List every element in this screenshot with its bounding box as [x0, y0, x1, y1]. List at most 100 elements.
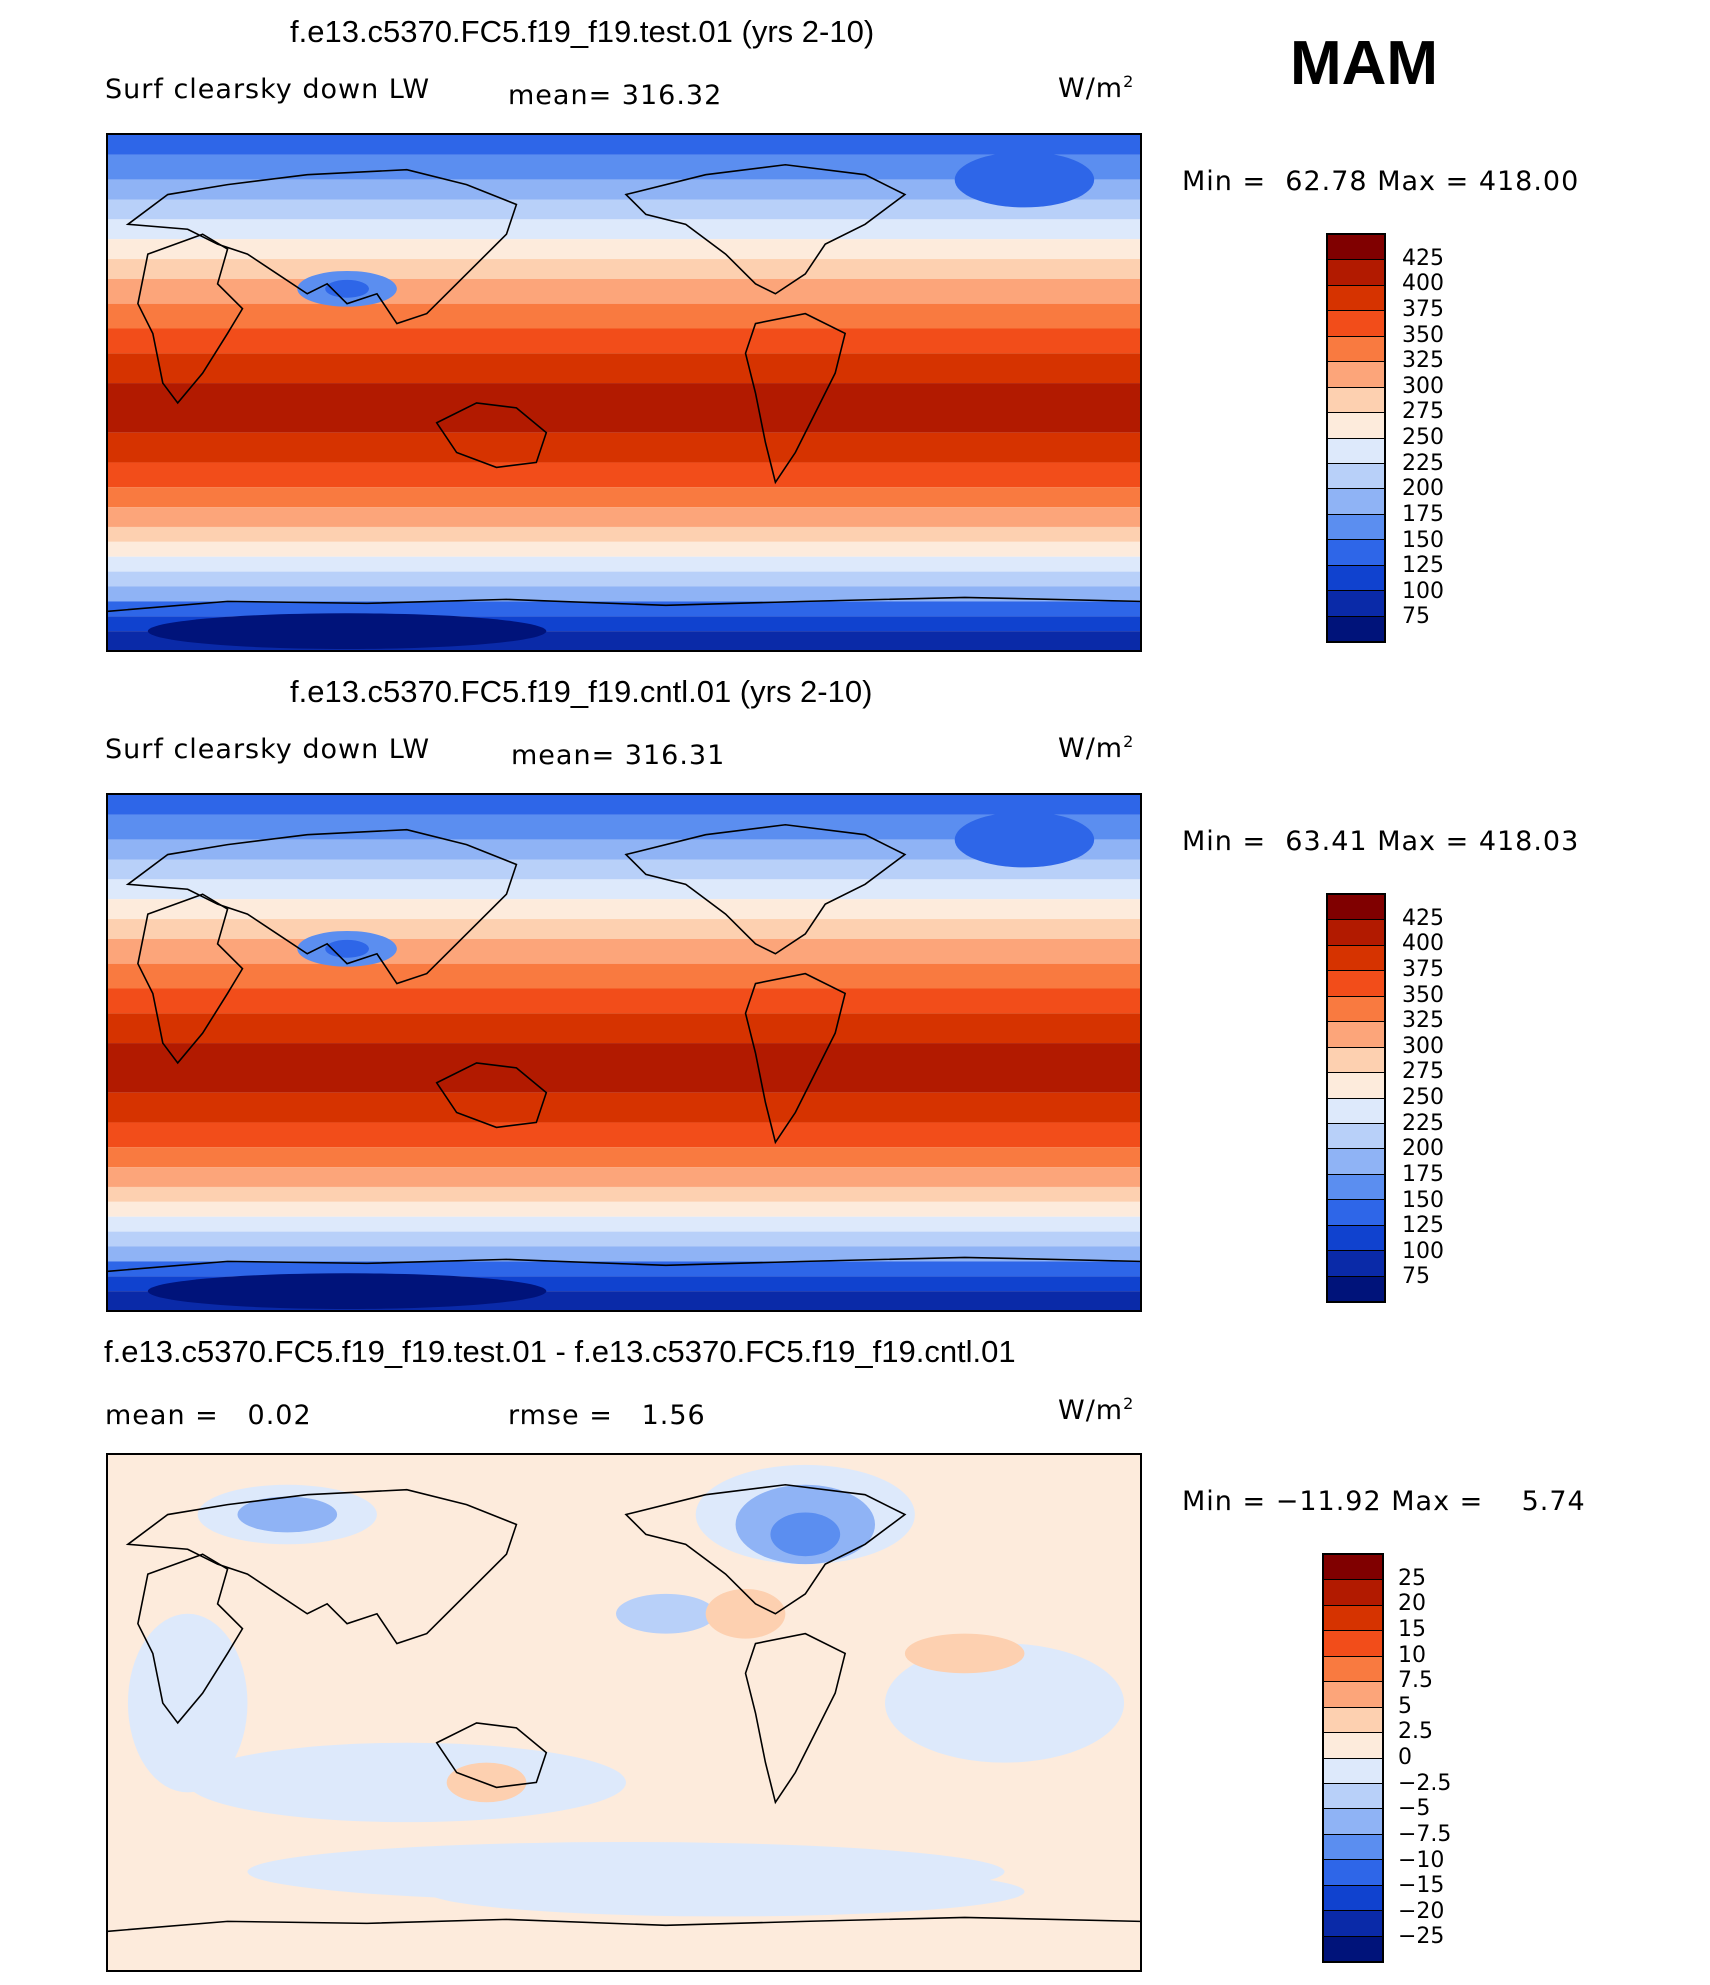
colorbar-tick-label: 20 — [1398, 1591, 1426, 1617]
panel3-min-max: Min = −11.92 Max = 5.74 — [1182, 1486, 1586, 1517]
colorbar-tick-label: 425 — [1402, 245, 1444, 271]
colorbar-tick-label: 125 — [1402, 553, 1444, 579]
colorbar-swatch — [1328, 285, 1384, 312]
colorbar-swatch — [1328, 260, 1384, 286]
colorbar-swatch — [1328, 1200, 1384, 1226]
panel3-units: W/m2 — [1058, 1394, 1135, 1426]
colorbar-swatch — [1324, 1885, 1382, 1912]
panel2-mean: mean= 316.31 — [511, 740, 726, 771]
colorbar-swatch — [1328, 438, 1384, 464]
colorbar-tick-label: 5 — [1398, 1693, 1412, 1719]
colorbar-tick-label: 225 — [1402, 1110, 1444, 1136]
colorbar-swatch — [1328, 591, 1384, 617]
colorbar-tick-label: 175 — [1402, 1161, 1444, 1187]
colorbar-tick-label: 225 — [1402, 450, 1444, 476]
panel1-units: W/m2 — [1058, 72, 1135, 104]
colorbar-swatch — [1324, 1911, 1382, 1937]
colorbar-tick-label: 200 — [1402, 476, 1444, 502]
colorbar-swatch — [1328, 362, 1384, 388]
colorbar-tick-label: 75 — [1402, 604, 1430, 630]
colorbar-tick-label: 350 — [1402, 982, 1444, 1008]
colorbar-tick-label: 150 — [1402, 1187, 1444, 1213]
colorbar-swatch — [1324, 1758, 1382, 1784]
colorbar-tick-label: −10 — [1398, 1847, 1445, 1873]
colorbar-swatch — [1324, 1707, 1382, 1734]
colorbar-swatch — [1328, 311, 1384, 337]
colorbar-swatch — [1324, 1682, 1382, 1708]
colorbar-swatch — [1324, 1809, 1382, 1835]
colorbar-swatch — [1328, 1251, 1384, 1277]
colorbar-tick-label: 125 — [1402, 1213, 1444, 1239]
colorbar-tick-label: 75 — [1402, 1264, 1430, 1290]
colorbar-swatch — [1328, 336, 1384, 363]
colorbar-swatch — [1328, 945, 1384, 972]
colorbar-swatch — [1324, 1656, 1382, 1683]
panel2-title: f.e13.c5370.FC5.f19_f19.cntl.01 (yrs 2-1… — [290, 674, 873, 709]
colorbar-swatch — [1328, 1174, 1384, 1201]
colorbar-tick-label: 100 — [1402, 578, 1444, 604]
panel2-field-label: Surf clearsky down LW — [105, 734, 431, 765]
colorbar-tick-label: 7.5 — [1398, 1668, 1433, 1694]
colorbar-tick-label: 150 — [1402, 527, 1444, 553]
panel3-title: f.e13.c5370.FC5.f19_f19.test.01 - f.e13.… — [104, 1334, 1016, 1369]
coastlines — [108, 823, 1140, 1273]
panel3-rmse: rmse = 1.56 — [508, 1400, 706, 1431]
colorbar-swatch — [1328, 996, 1384, 1023]
colorbar-swatch — [1328, 413, 1384, 439]
colorbar-tick-label: −2.5 — [1398, 1770, 1452, 1796]
panel2-colorbar-ticks: 425 400 375 350 325 300 275 250 225 200 175 150 125 1… — [1402, 893, 1482, 1303]
panel1-field-label: Surf clearsky down LW — [105, 74, 431, 105]
panel1-map — [106, 133, 1142, 652]
colorbar-swatch — [1328, 463, 1384, 490]
colorbar-tick-label: 0 — [1398, 1745, 1412, 1770]
colorbar-swatch — [1328, 565, 1384, 592]
colorbar-tick-label: 400 — [1402, 271, 1444, 297]
colorbar-swatch — [1328, 1276, 1384, 1301]
colorbar-tick-label: 2.5 — [1398, 1719, 1433, 1745]
panel3-colorbar — [1322, 1553, 1384, 1963]
colorbar-tick-label: 300 — [1402, 373, 1444, 399]
colorbar-swatch — [1324, 1580, 1382, 1606]
colorbar-swatch — [1328, 1123, 1384, 1150]
colorbar-tick-label: 400 — [1402, 931, 1444, 957]
colorbar-swatch — [1328, 616, 1384, 641]
colorbar-swatch — [1328, 235, 1384, 261]
colorbar-tick-label: 250 — [1402, 1085, 1444, 1110]
colorbar-tick-label: 375 — [1402, 956, 1444, 982]
colorbar-tick-label: 10 — [1398, 1642, 1426, 1668]
colorbar-tick-label: 425 — [1402, 905, 1444, 931]
colorbar-swatch — [1328, 1225, 1384, 1252]
colorbar-tick-label: 25 — [1398, 1565, 1426, 1591]
colorbar-tick-label: 15 — [1398, 1616, 1426, 1642]
colorbar-swatch — [1328, 387, 1384, 414]
colorbar-swatch — [1328, 920, 1384, 946]
panel1-colorbar — [1326, 233, 1386, 643]
colorbar-swatch — [1328, 971, 1384, 997]
colorbar-tick-label: 275 — [1402, 399, 1444, 425]
colorbar-swatch — [1328, 1149, 1384, 1175]
colorbar-tick-label: 375 — [1402, 296, 1444, 322]
panel2-map — [106, 793, 1142, 1312]
colorbar-tick-label: 200 — [1402, 1136, 1444, 1162]
colorbar-swatch — [1328, 1047, 1384, 1074]
panel3-colorbar-ticks: 25 20 15 10 7.5 5 2.5 0 −2.5 −5 −7.5 −10 −15 −20 −25 — [1398, 1553, 1478, 1963]
colorbar-swatch — [1324, 1631, 1382, 1657]
colorbar-tick-label: 100 — [1402, 1238, 1444, 1264]
colorbar-tick-label: 175 — [1402, 501, 1444, 527]
colorbar-tick-label: −15 — [1398, 1873, 1445, 1899]
panel2-colorbar — [1326, 893, 1386, 1303]
colorbar-tick-label: 275 — [1402, 1059, 1444, 1085]
coastlines — [108, 1483, 1140, 1933]
panel1-mean: mean= 316.32 — [508, 80, 723, 111]
colorbar-swatch — [1324, 1605, 1382, 1632]
colorbar-swatch — [1328, 1022, 1384, 1048]
panel1-colorbar-ticks: 425 400 375 350 325 300 275 250 225 200 175 150 125 1… — [1402, 233, 1482, 643]
colorbar-tick-label: −20 — [1398, 1898, 1445, 1924]
colorbar-swatch — [1328, 514, 1384, 541]
panel3-map — [106, 1453, 1142, 1972]
panel1-title: f.e13.c5370.FC5.f19_f19.test.01 (yrs 2-1… — [290, 14, 875, 49]
colorbar-tick-label: −5 — [1398, 1796, 1431, 1822]
colorbar-tick-label: −7.5 — [1398, 1821, 1452, 1847]
panel2-units: W/m2 — [1058, 732, 1135, 764]
colorbar-tick-label: 300 — [1402, 1033, 1444, 1059]
